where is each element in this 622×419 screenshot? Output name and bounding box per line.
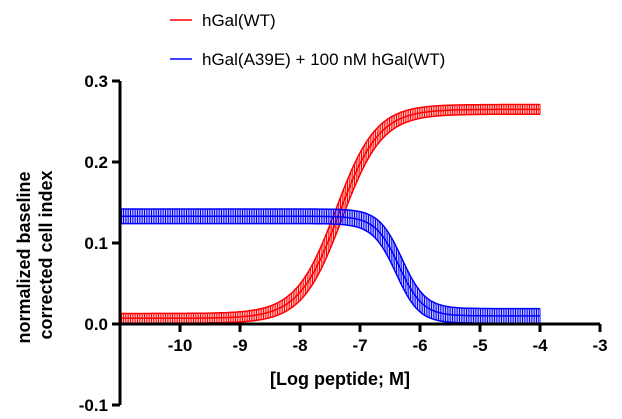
y-axis-title-line-1: normalized baseline	[14, 171, 34, 343]
axes	[118, 81, 600, 405]
series-1-line	[120, 215, 540, 317]
x-tick-label: -3	[592, 336, 607, 355]
series-1-upper-bound	[120, 208, 540, 310]
series-0-line	[120, 108, 540, 320]
legend-label-0: hGal(WT)	[202, 11, 276, 30]
x-tick-label: -7	[352, 336, 367, 355]
legend: hGal(WT) hGal(A39E) + 100 nM hGal(WT)	[170, 11, 445, 69]
x-tick-label: -5	[472, 336, 487, 355]
legend-label-1: hGal(A39E) + 100 nM hGal(WT)	[202, 50, 445, 69]
y-tick-label: 0.3	[84, 72, 108, 91]
y-tick-label: 0.0	[84, 315, 108, 334]
x-tick-label: -8	[292, 336, 307, 355]
y-axis-title: normalized baseline corrected cell index	[14, 166, 56, 343]
y-axis-title-line-2: corrected cell index	[36, 170, 56, 339]
x-tick-label: -4	[532, 336, 548, 355]
x-tick-label: -9	[232, 336, 247, 355]
series-layer	[119, 103, 541, 324]
y-tick-label: 0.1	[84, 234, 108, 253]
x-axis-title: [Log peptide; M]	[270, 369, 410, 389]
y-tick-label: 0.2	[84, 153, 108, 172]
x-tick-label: -10	[168, 336, 193, 355]
ticks: -0.1 0.0 0.1 0.2 0.3 -10 -9 -8 -7 -6 -5 -4 -3	[79, 72, 608, 415]
y-tick-label: -0.1	[79, 396, 108, 415]
x-tick-label: -6	[412, 336, 427, 355]
